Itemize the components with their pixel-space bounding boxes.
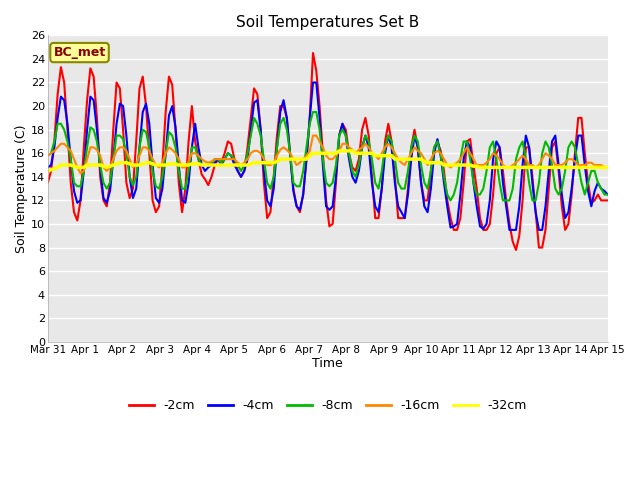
-2cm: [512, 247, 520, 253]
-8cm: [224, 150, 232, 156]
-2cm: [604, 198, 612, 204]
-16cm: [77, 170, 84, 176]
-16cm: [300, 156, 307, 162]
-16cm: [348, 147, 356, 153]
-32cm: [378, 153, 386, 158]
-8cm: [44, 153, 52, 158]
-16cm: [90, 144, 97, 150]
Line: -2cm: -2cm: [48, 53, 608, 250]
-8cm: [86, 124, 94, 130]
Y-axis label: Soil Temperature (C): Soil Temperature (C): [15, 124, 28, 253]
-4cm: [44, 165, 52, 170]
-32cm: [44, 168, 52, 174]
-2cm: [44, 180, 52, 186]
-4cm: [86, 94, 94, 99]
-32cm: [345, 148, 353, 154]
-8cm: [345, 150, 353, 156]
-32cm: [207, 162, 215, 168]
-8cm: [447, 198, 454, 204]
Title: Soil Temperatures Set B: Soil Temperatures Set B: [236, 15, 419, 30]
-4cm: [224, 150, 232, 156]
Line: -32cm: -32cm: [48, 151, 608, 171]
-8cm: [378, 168, 386, 174]
-32cm: [296, 156, 304, 162]
-8cm: [207, 160, 215, 166]
-4cm: [604, 192, 612, 197]
-16cm: [309, 132, 317, 138]
-2cm: [224, 139, 232, 144]
-4cm: [296, 207, 304, 213]
-2cm: [378, 186, 386, 192]
-4cm: [506, 227, 513, 233]
-32cm: [224, 162, 232, 168]
-2cm: [86, 65, 94, 71]
Legend: -2cm, -4cm, -8cm, -16cm, -32cm: -2cm, -4cm, -8cm, -16cm, -32cm: [124, 394, 532, 417]
-8cm: [604, 192, 612, 197]
Text: BC_met: BC_met: [53, 46, 106, 59]
-2cm: [207, 174, 215, 180]
-8cm: [296, 183, 304, 189]
-32cm: [604, 165, 612, 170]
-2cm: [296, 209, 304, 215]
X-axis label: Time: Time: [312, 358, 343, 371]
-4cm: [378, 186, 386, 192]
-16cm: [381, 144, 389, 150]
-4cm: [345, 156, 353, 162]
Line: -4cm: -4cm: [48, 83, 608, 230]
Line: -8cm: -8cm: [48, 112, 608, 201]
-4cm: [309, 80, 317, 85]
-16cm: [44, 153, 52, 158]
-32cm: [335, 148, 343, 154]
-16cm: [211, 156, 219, 162]
-4cm: [207, 162, 215, 168]
-2cm: [309, 50, 317, 56]
-2cm: [345, 150, 353, 156]
-16cm: [604, 165, 612, 170]
Line: -16cm: -16cm: [48, 135, 608, 173]
-16cm: [227, 156, 235, 162]
-8cm: [309, 109, 317, 115]
-32cm: [86, 162, 94, 168]
